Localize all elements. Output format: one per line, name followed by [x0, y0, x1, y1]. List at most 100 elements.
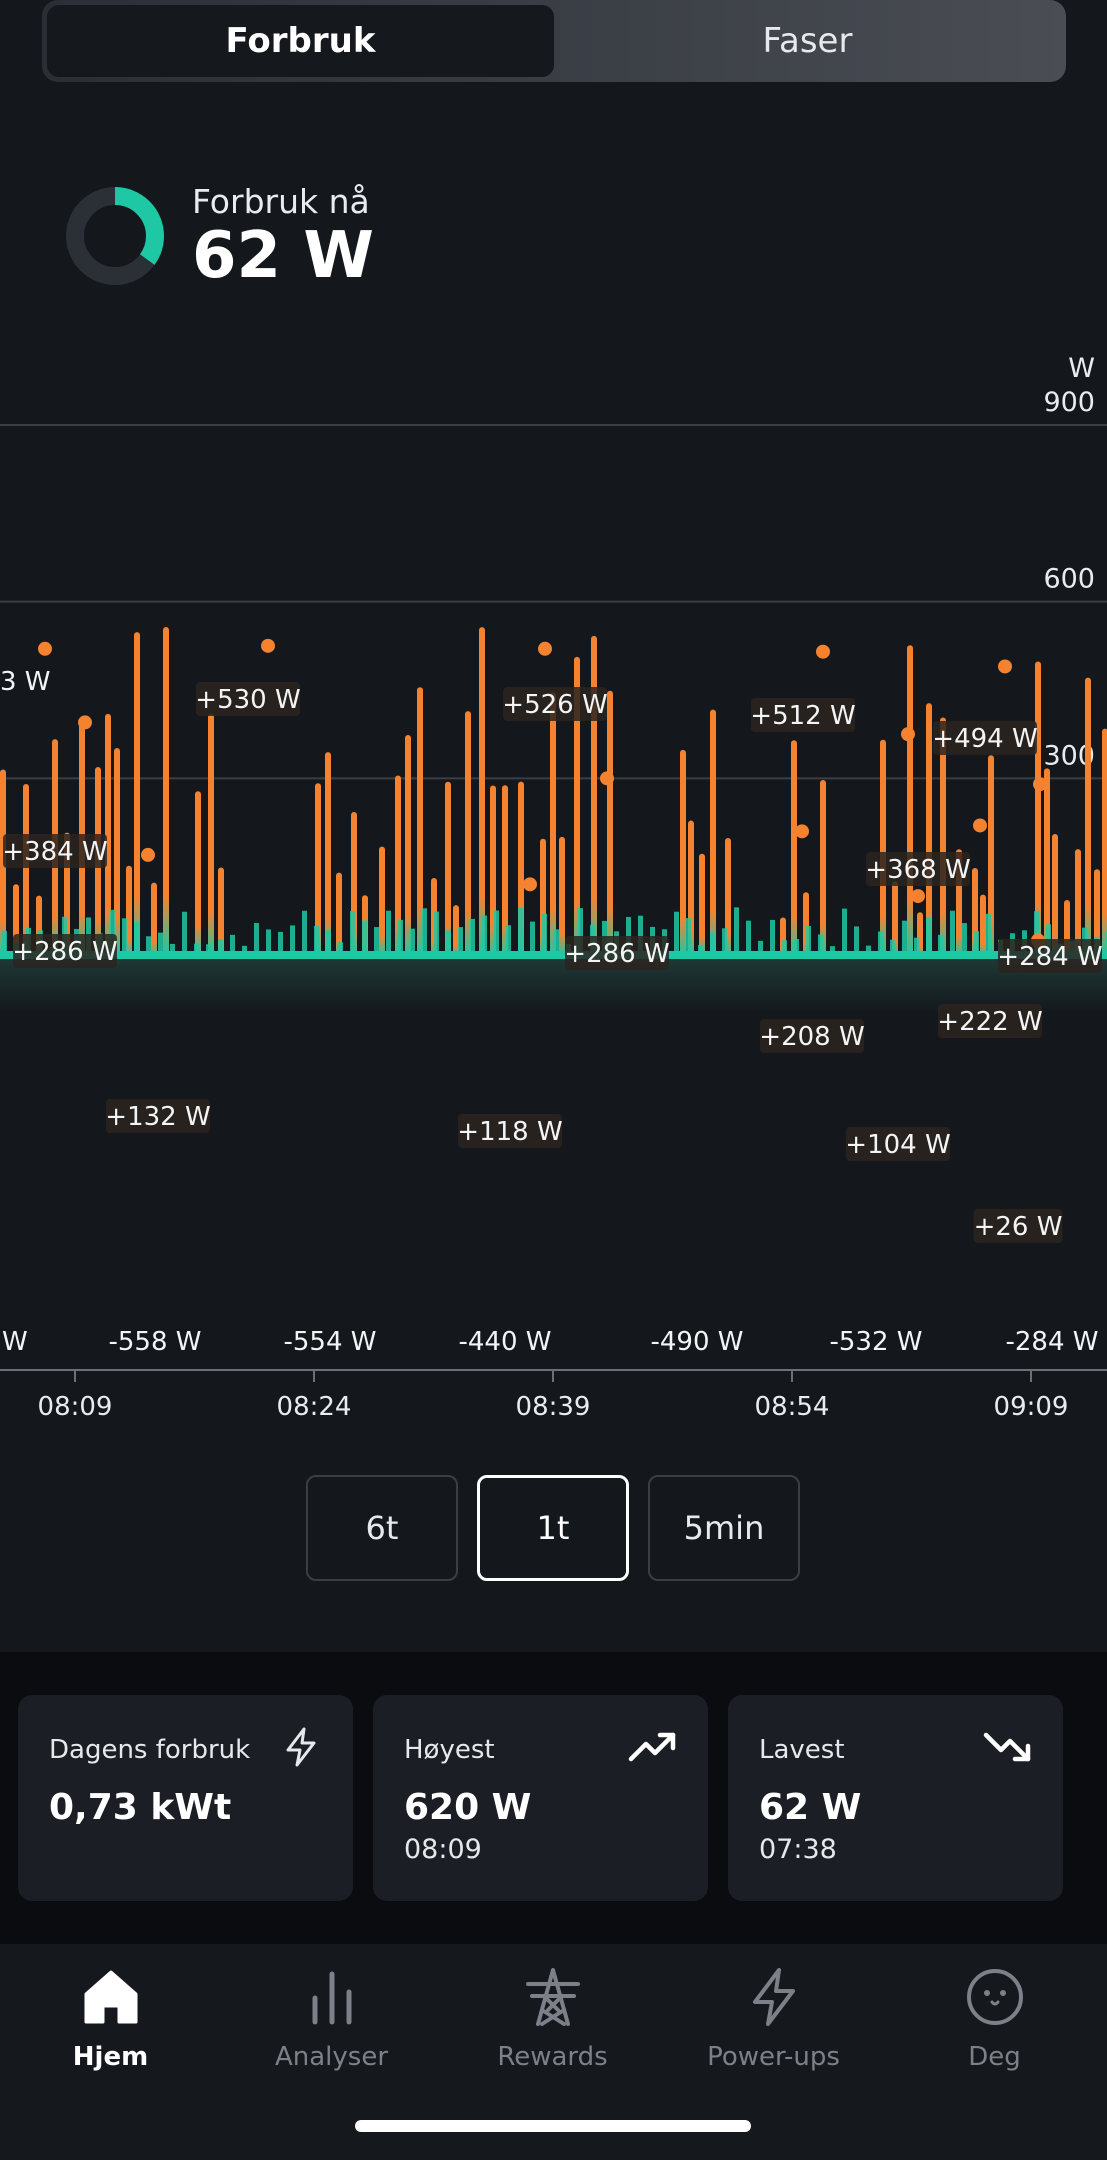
base-bar [134, 921, 139, 955]
usage-chart[interactable]: 9006003000W+384 W+286 W+132 W+530 W+526 … [0, 350, 1107, 1420]
base-bar [914, 937, 919, 955]
peak-label: +494 W [932, 724, 1037, 754]
peak-label: +208 W [759, 1022, 864, 1052]
base-bar [470, 918, 475, 955]
trough-label: -554 W [284, 1327, 377, 1357]
range-6t[interactable]: 6t [306, 1475, 458, 1581]
trough-label: -532 W [830, 1327, 923, 1357]
usage-bar [163, 627, 169, 955]
usage-bar [195, 791, 201, 955]
usage-bar [114, 748, 120, 955]
base-bar [386, 910, 391, 955]
summary-cards: Dagens forbruk 0,73 kWt Høyest 620 W 08:… [18, 1695, 1063, 1901]
base-bar [878, 931, 883, 955]
card-daily-usage[interactable]: Dagens forbruk 0,73 kWt [18, 1695, 353, 1901]
base-bar [122, 918, 127, 955]
usage-bar [820, 779, 826, 955]
range-1t[interactable]: 1t [477, 1475, 629, 1581]
base-bar [506, 925, 511, 955]
usage-bar [559, 836, 565, 955]
card-title: Lavest [759, 1735, 845, 1765]
y-tick-label: 600 [1043, 564, 1095, 595]
usage-bar [395, 775, 401, 955]
base-bar [578, 908, 583, 955]
peak-label-bg [866, 852, 970, 886]
base-bar [146, 936, 151, 955]
base-bar [746, 920, 751, 955]
time-range-selector: 6t 1t 5min [306, 1475, 800, 1581]
usage-bar [1102, 728, 1107, 955]
base-bar [794, 938, 799, 955]
base-bar [842, 908, 847, 955]
bolt-icon [286, 1727, 316, 1767]
peak-label: +512 W [750, 701, 855, 731]
peak-label-bg [933, 721, 1037, 755]
base-bar [770, 919, 775, 955]
usage-bar [417, 687, 423, 955]
card-value: 620 W [404, 1787, 532, 1828]
base-bar [866, 945, 871, 955]
tab-forbruk[interactable]: Forbruk [47, 5, 554, 77]
peak-label: +530 W [195, 685, 300, 715]
base-bar [218, 939, 223, 955]
card-time: 07:38 [759, 1834, 837, 1865]
peak-label-bg [751, 698, 855, 732]
x-tick-label: 08:24 [277, 1392, 352, 1420]
card-lowest[interactable]: Lavest 62 W 07:38 [728, 1695, 1063, 1901]
base-bar [530, 921, 535, 955]
y-tick-label: 900 [1043, 387, 1095, 418]
base-bar [110, 909, 115, 955]
trough-label: -490 W [651, 1327, 744, 1357]
nav-label: Power-ups [707, 2042, 840, 2072]
usage-bar [1085, 677, 1091, 955]
peak-label-bg [106, 1099, 210, 1133]
card-highest[interactable]: Høyest 620 W 08:09 [373, 1695, 708, 1901]
nav-item-deg[interactable]: Deg [884, 1964, 1105, 2072]
x-tick-label: 09:09 [994, 1392, 1069, 1420]
usage-bar [907, 645, 913, 955]
trough-label: -440 W [459, 1327, 552, 1357]
nav-item-hjem[interactable]: Hjem [0, 1964, 221, 2072]
tab-faser[interactable]: Faser [762, 21, 853, 61]
usage-bar [23, 783, 29, 955]
peak-label: +526 W [502, 690, 607, 720]
base-bar [542, 913, 547, 955]
range-5min[interactable]: 5min [648, 1475, 800, 1581]
peak-label: +284 W [997, 942, 1102, 972]
base-bar [182, 911, 187, 955]
nav-item-analyser[interactable]: Analyser [221, 1964, 442, 2072]
usage-bar [379, 846, 385, 955]
current-usage-value: 62 W [192, 219, 374, 293]
nav-label: Analyser [274, 2042, 389, 2072]
base-bar [818, 934, 823, 955]
peak-label: +104 W [845, 1130, 950, 1160]
peak-label: +286 W [12, 937, 117, 967]
base-bar [686, 918, 691, 955]
usage-bar [208, 713, 214, 955]
base-bar [422, 908, 427, 955]
base-bar [974, 931, 979, 955]
peak-label: +384 W [2, 837, 107, 867]
nav-item-rewards[interactable]: Rewards [442, 1964, 663, 2072]
peak-label-partial: 3 W [0, 667, 51, 697]
usage-bar [1035, 661, 1041, 955]
peak-dot [141, 847, 155, 862]
peak-label-bg [503, 687, 607, 721]
nav-item-power-ups[interactable]: Power-ups [663, 1964, 884, 2072]
usage-bar [445, 781, 451, 955]
peak-label-bg [973, 1209, 1063, 1243]
base-bar [326, 930, 331, 955]
base-bar [950, 910, 955, 955]
usage-bar [479, 627, 485, 955]
base-bar [278, 931, 283, 955]
peak-dot [1033, 777, 1047, 792]
usage-bar [465, 711, 471, 955]
usage-bar [892, 881, 898, 955]
base-bar [458, 927, 463, 955]
trough-label: -558 W [109, 1327, 202, 1357]
base-bar [554, 929, 559, 955]
usage-bar [1044, 768, 1050, 955]
base-bar [494, 910, 499, 955]
view-switcher: Forbruk Faser [42, 0, 1066, 82]
base-bar [446, 930, 451, 955]
